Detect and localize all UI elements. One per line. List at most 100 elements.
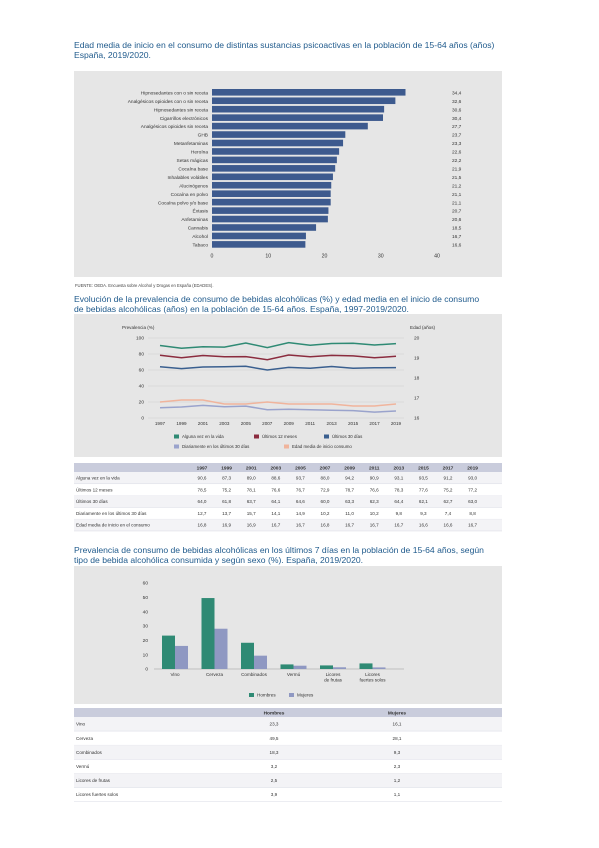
chart2-svg: Prevalencia (%) Edad (años) 0 20 40 60 80 100 16…: [122, 325, 435, 449]
chart1-bar: [212, 232, 306, 240]
chart3-category-label: Combinados: [241, 672, 267, 677]
chart2-table-cell: 63,0: [468, 499, 477, 504]
chart1-category-label: GHB: [198, 133, 208, 139]
chart3-legend-swatch: [289, 693, 294, 697]
chart3-table-cell: 2,3: [394, 764, 401, 769]
chart1-x-tick: 40: [434, 254, 440, 260]
chart3-y-tick: 20: [143, 638, 149, 644]
chart1-x-tick: 0: [211, 254, 214, 260]
chart1-x-tick: 30: [378, 254, 384, 260]
chart2-table-row-bg: [74, 472, 502, 484]
chart2-table-cell: 15,7: [247, 511, 256, 516]
chart2-y-tick-left: 40: [139, 384, 145, 390]
chart1-value-label: 22,2: [452, 158, 462, 164]
chart3-y-tick: 40: [143, 609, 149, 615]
chart1-category-label: Heroína: [191, 150, 208, 156]
chart3-bar: [372, 667, 386, 669]
chart3-table-cell: 18,3: [270, 750, 279, 755]
chart2-table-cell: 78,1: [247, 487, 256, 492]
chart2-table-cell: 75,2: [222, 487, 231, 492]
chart2-table-cell: 62,3: [370, 499, 379, 504]
chart3-bar: [162, 635, 175, 669]
chart3-panel: [74, 566, 502, 704]
chart1-value-label: 21,9: [452, 166, 462, 172]
chart3-table-cell: 1,1: [394, 792, 401, 797]
chart3-bar: [214, 628, 228, 669]
chart2-table-row-label: Diariamente en los últimos 30 días: [76, 511, 147, 516]
chart1-bar: [212, 224, 317, 231]
chart2-table-cell: 9,8: [396, 511, 403, 516]
chart2-legend-swatch: [174, 444, 179, 449]
chart1-svg: Hipnosedantes con o sin receta 34,4 Analgé…: [128, 89, 462, 260]
chart2-table-cell: 14,1: [271, 511, 280, 516]
chart3-bar: [254, 655, 267, 669]
chart1-category-label: Analgésicos opioides con o sin receta: [128, 99, 209, 105]
chart2-table-header-cell: 2019: [467, 465, 478, 471]
chart2-table-cell: 8,8: [469, 511, 476, 516]
chart3-category-label: Cerveza: [206, 672, 224, 677]
chart3-category-label: Vino: [170, 672, 180, 677]
chart2-table-cell: 87,3: [222, 476, 231, 481]
chart3-table-cell: 2,5: [271, 778, 278, 783]
chart1-category-label: Setas mágicas: [177, 158, 209, 164]
chart2-x-tick: 2007: [262, 421, 273, 426]
chart2-table-cell: 61,8: [222, 499, 231, 504]
chart2-legend-swatch: [284, 444, 289, 449]
chart2-table-row-label: Últimos 12 meses: [76, 486, 113, 492]
chart3-table-cell: 28,1: [393, 736, 402, 741]
chart3-legend-swatch: [249, 693, 254, 697]
chart2-x-tick: 2009: [284, 421, 295, 426]
chart3-table-cell: 49,5: [270, 736, 279, 741]
chart2-table-header-cell: 1999: [221, 465, 232, 471]
chart3-category-label: Licores: [326, 672, 342, 677]
chart3-category-label: Licores: [365, 672, 381, 677]
chart2-table-cell: 12,7: [198, 511, 207, 516]
chart2-table-cell: 93,7: [296, 476, 305, 481]
chart3-bar: [333, 667, 346, 669]
chart2-title: Evolución de la prevalencia de consumo d…: [74, 294, 479, 315]
chart3-table-cell: 16,1: [393, 722, 402, 727]
chart1-category-label: Inhalables volátiles: [167, 175, 208, 181]
chart2-table-header-cell: 2007: [320, 465, 331, 471]
chart1-category-label: Anfetaminas: [181, 217, 208, 223]
chart1-bar: [212, 105, 385, 113]
chart2-table-cell: 7,4: [445, 511, 452, 516]
chart1-bar: [212, 114, 383, 121]
chart2-x-tick: 2013: [327, 421, 338, 426]
chart3-table: Hombres Mujeres Vino 23,3 16,1 Cerveza 49,5 28,…: [74, 708, 502, 802]
chart1-bar: [212, 190, 331, 197]
chart1-category-label: Cocaína polvo y/o base: [158, 200, 208, 206]
chart2-series-line: [159, 365, 397, 371]
chart2-legend-label: Últimos 12 meses: [262, 434, 298, 439]
chart3-title-line2: tipo de bebida alcohólica consumida y se…: [74, 555, 364, 566]
chart2-y-tick-right: 19: [414, 356, 420, 362]
chart2-series-line: [159, 354, 397, 361]
chart1-bar: [212, 165, 336, 172]
chart1-bar: [212, 241, 306, 248]
chart2-table-cell: 64,6: [296, 499, 305, 504]
chart1-value-label: 16,7: [452, 234, 462, 240]
chart2-table-cell: 78,3: [394, 487, 403, 492]
chart2-legend-label: Últimos 30 días: [332, 434, 363, 439]
chart2-table-cell: 16,7: [394, 523, 403, 528]
chart2-table-cell: 16,7: [345, 523, 354, 528]
chart1-title: Edad media de inicio en el consumo de di…: [74, 40, 494, 61]
chart2-table-cell: 10,2: [370, 511, 379, 516]
chart2-table-header-row: [74, 463, 502, 472]
chart1-value-label: 21,2: [452, 183, 462, 189]
chart2-table-cell: 63,3: [345, 499, 354, 504]
chart1-category-label: Hipnosedantes con o sin receta: [141, 90, 209, 96]
chart2-table-cell: 11,0: [345, 511, 354, 516]
chart2-table-cell: 77,6: [419, 487, 428, 492]
chart2-table-cell: 75,2: [444, 487, 453, 492]
chart1-category-label: Cocaína en polvo: [171, 192, 209, 198]
chart2-table-cell: 16,8: [198, 523, 207, 528]
chart3-table-header-cell: Hombres: [264, 710, 285, 716]
chart2-table-cell: 78,7: [345, 487, 354, 492]
chart1-category-label: Éxtasis: [193, 208, 209, 215]
chart3-table-row-bg: [74, 745, 502, 760]
chart1-category-label: Alucinógenos: [179, 183, 208, 189]
chart2-table-cell: 62,1: [419, 499, 428, 504]
chart2-table-row-label: Alguna vez en la vida: [76, 476, 120, 481]
chart2-table-cell: 16,7: [296, 523, 305, 528]
